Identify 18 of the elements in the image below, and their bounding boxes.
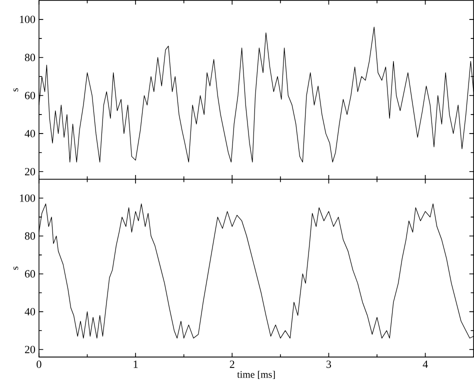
- x-tick-label: 0: [36, 360, 42, 368]
- y-axis-title: s: [13, 266, 18, 270]
- y-tick-label: 20: [24, 168, 36, 176]
- x-tick-label: 2: [230, 360, 234, 368]
- y-tick-label: 40: [24, 308, 36, 316]
- y-tick-label: 80: [24, 232, 36, 240]
- y-tick-label: 60: [24, 270, 36, 278]
- y-axis-title: s: [13, 88, 18, 92]
- x-tick-label: 1: [134, 360, 138, 368]
- y-tick-label: 60: [24, 92, 36, 100]
- x-tick-label: 3: [326, 360, 332, 368]
- x-tick-label: 4: [422, 360, 428, 368]
- x-axis-title: time [ms]: [237, 370, 275, 380]
- y-tick-label: 100: [20, 194, 36, 202]
- y-tick-label: 80: [24, 54, 36, 62]
- y-tick-label: 100: [20, 16, 36, 24]
- y-tick-label: 20: [24, 346, 36, 354]
- y-tick-label: 40: [24, 130, 36, 138]
